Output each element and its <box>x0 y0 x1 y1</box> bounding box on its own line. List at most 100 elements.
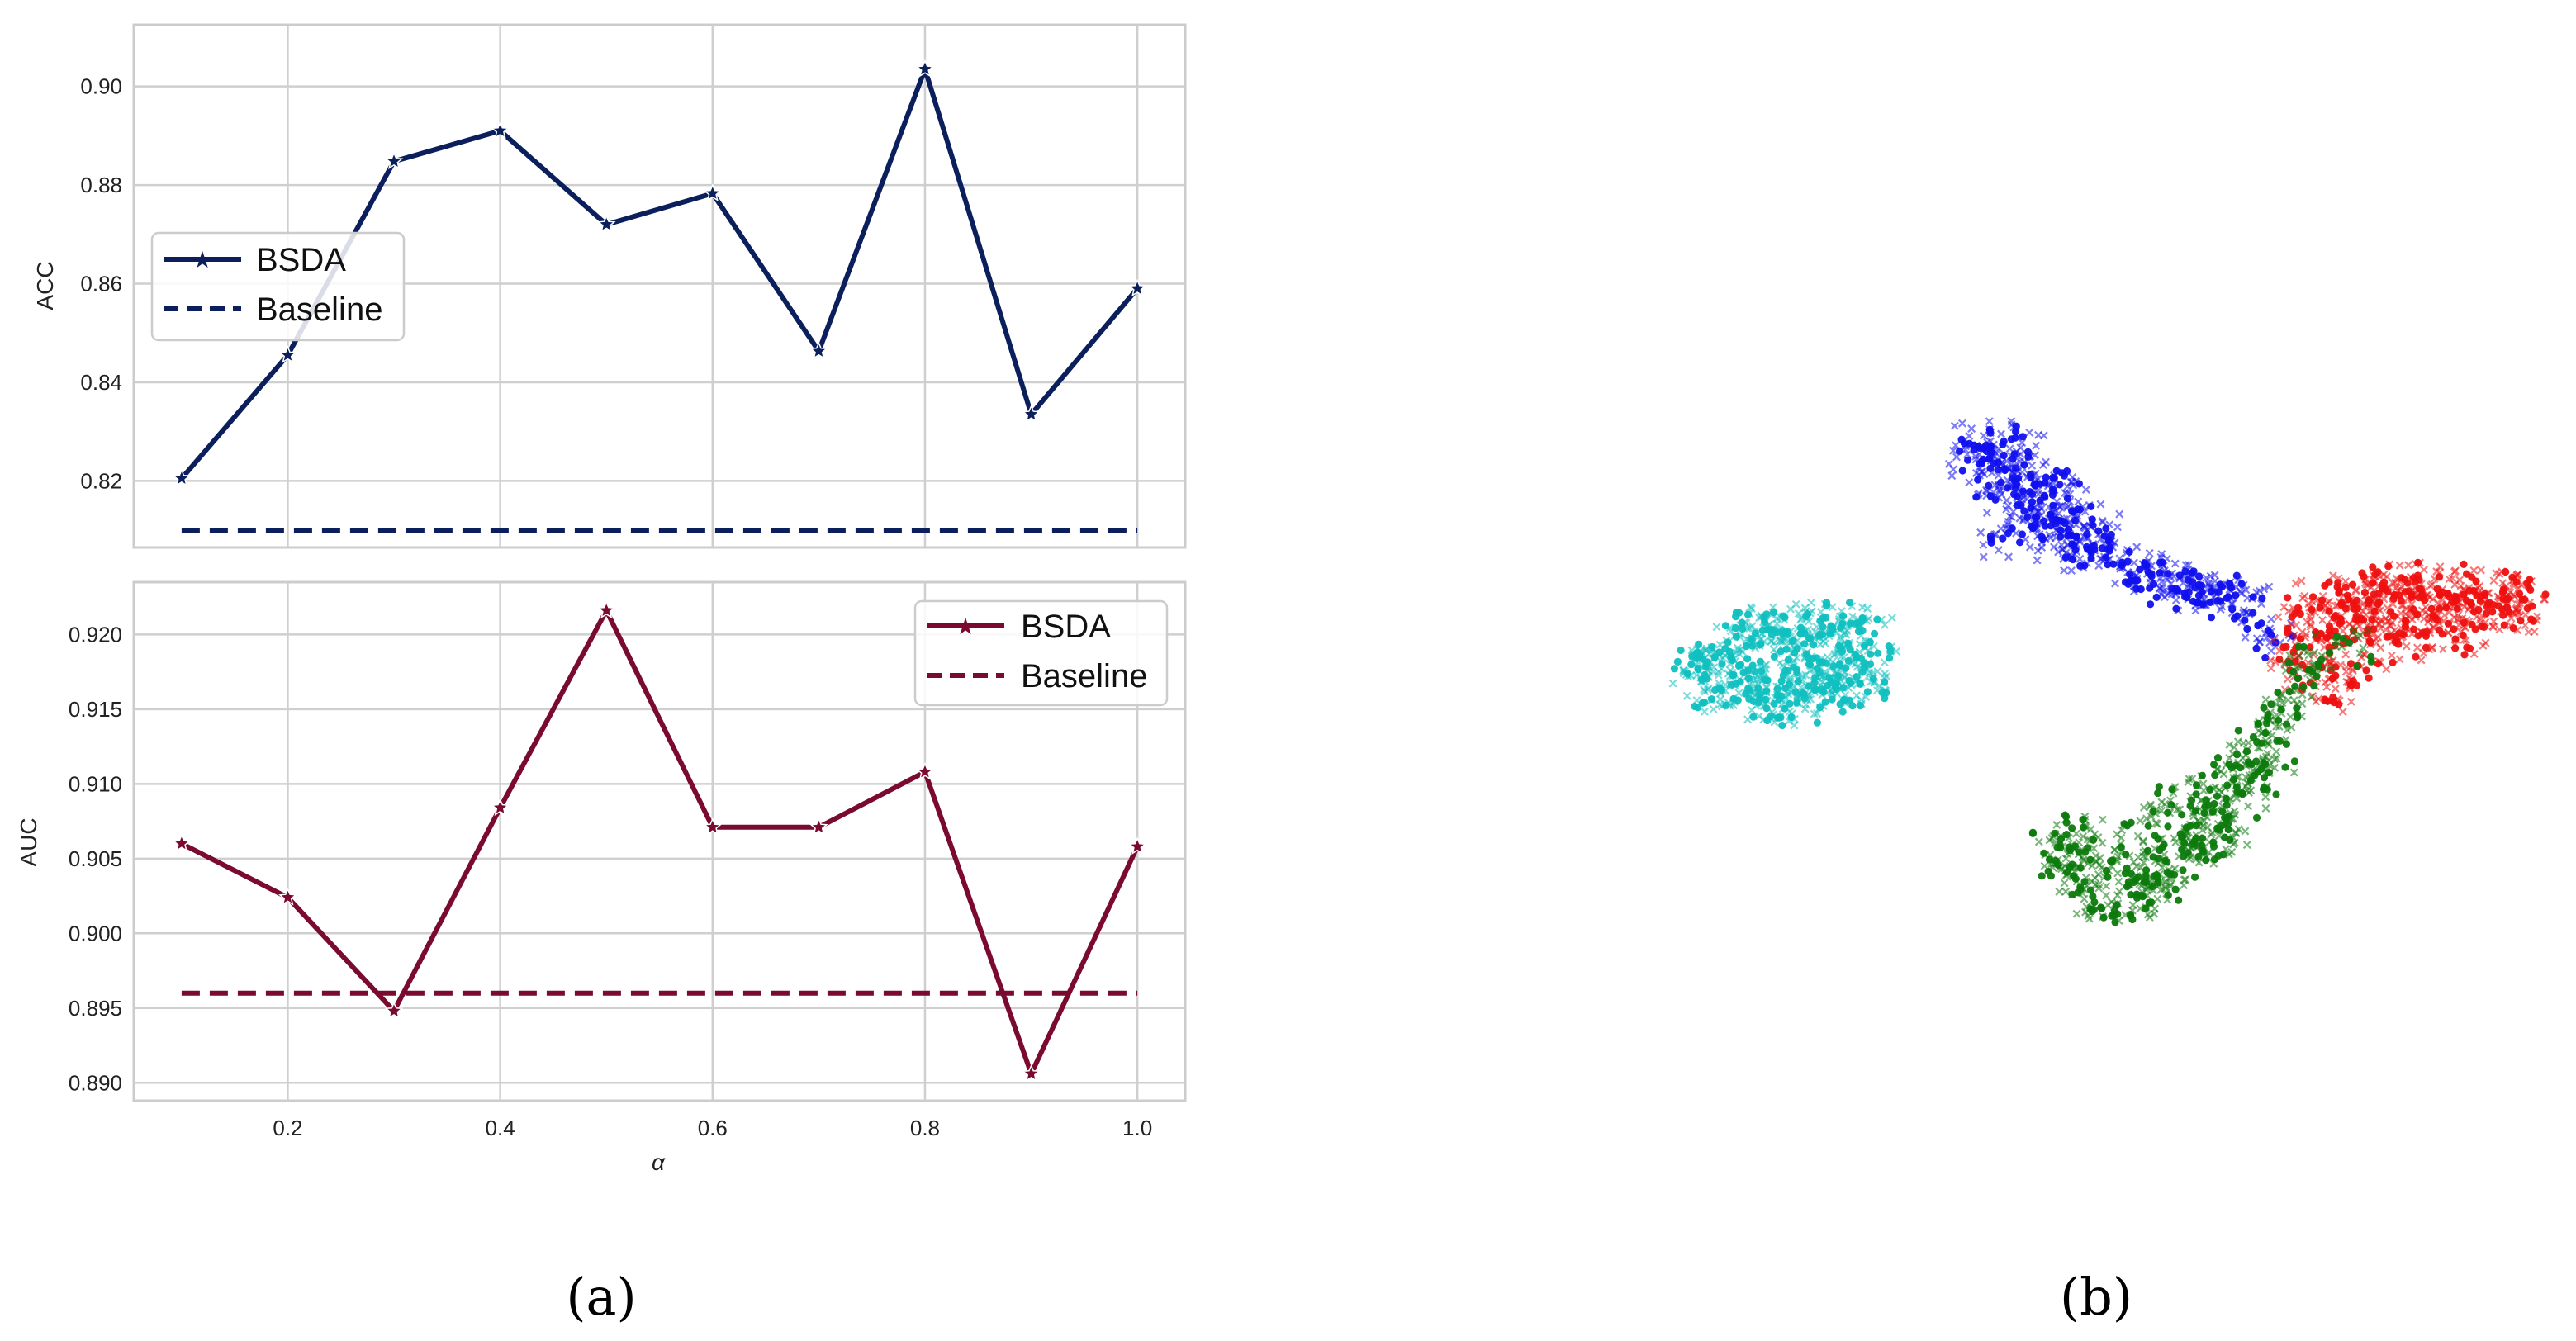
scatter-point-c0-0-1 <box>1965 432 1974 440</box>
scatter-point-c1-47-0 <box>2467 600 2476 609</box>
scatter-point-c1-5-9 <box>2435 573 2444 581</box>
scatter-point-c0-29-0 <box>1978 457 1986 466</box>
auc-y-tick-label-2: 0.900 <box>69 921 122 945</box>
scatter-point-c0-21-10 <box>2007 417 2016 426</box>
scatter-point-c2-46-3 <box>2051 829 2059 837</box>
scatter-point-c2-25-11 <box>2272 699 2281 708</box>
scatter-point-c0-43-7 <box>2265 638 2275 647</box>
scatter-point-c0-22-1 <box>2032 441 2041 450</box>
scatter-point-c0-40-0 <box>2228 605 2237 614</box>
scatter-point-c1-3-2 <box>2385 560 2394 569</box>
scatter-point-c1-43-3 <box>2499 611 2507 619</box>
scatter-point-c3-18-11 <box>1864 614 1873 623</box>
scatter-point-c0-45-3 <box>2024 453 2033 462</box>
scatter-point-c2-2-1 <box>2199 779 2208 789</box>
scatter-point-c2-30-11 <box>2244 802 2252 811</box>
scatter-point-c0-44-2 <box>2004 520 2013 529</box>
scatter-point-c1-47-2 <box>2469 604 2479 614</box>
auc-bsda-point-7 <box>915 761 935 780</box>
scatter-point-c1-7-1 <box>2489 576 2498 585</box>
scatter-point-c2-25-1 <box>2277 709 2286 718</box>
scatter-point-c1-10-2 <box>2318 616 2327 624</box>
scatter-point-c0-13-5 <box>2116 564 2125 573</box>
auc-y-tick-label-1: 0.895 <box>69 996 122 1021</box>
auc-x-ticks: 0.2 0.4 0.6 0.8 1.0 <box>273 1116 1152 1140</box>
scatter-point-c3-40-12 <box>1763 676 1772 685</box>
scatter-point-c2-26-1 <box>2292 686 2301 695</box>
scatter-point-c0-27-11 <box>2098 516 2107 525</box>
scatter-point-c0-44-13 <box>1994 546 2003 555</box>
scatter-point-c0-34-5 <box>2060 566 2068 575</box>
scatter-point-c3-9-7 <box>1790 714 1799 723</box>
scatter-point-c1-33-12 <box>2374 660 2382 668</box>
scatter-point-c2-44-13 <box>2146 802 2155 811</box>
scatter-point-c3-26-7 <box>1801 681 1810 690</box>
scatter-point-c1-49-3 <box>2321 581 2329 590</box>
scatter-point-c0-34-8 <box>2063 542 2072 551</box>
scatter-point-c2-26-6 <box>2310 681 2318 690</box>
scatter-point-c1-46-11 <box>2417 628 2426 637</box>
scatter-point-c2-28-10 <box>2308 661 2317 670</box>
scatter-point-c1-18-4 <box>2488 622 2498 631</box>
scatter-point-c1-21-10 <box>2337 611 2346 620</box>
scatter-point-c0-49-11 <box>2106 537 2115 546</box>
scatter-point-c2-26-0 <box>2299 683 2308 691</box>
scatter-point-c0-47-4 <box>2033 519 2042 528</box>
scatter-point-c1-45-0 <box>2349 580 2357 589</box>
scatter-point-c3-47-10 <box>1824 632 1834 641</box>
scatter-point-c0-48-3 <box>2068 532 2076 540</box>
auc-bsda-point-5 <box>703 817 723 836</box>
scatter-point-c2-49-10 <box>2337 642 2346 652</box>
scatter-point-c2-30-2 <box>2261 803 2270 813</box>
acc-bsda-point-9 <box>1127 278 1147 297</box>
scatter-point-c3-33-13 <box>1784 689 1793 699</box>
scatter-point-c2-23-3 <box>2260 704 2268 712</box>
scatter-point-c2-38-9 <box>2129 878 2138 887</box>
scatter-point-c0-20-1 <box>1950 421 1959 430</box>
scatter-point-c0-34-1 <box>2067 566 2076 575</box>
scatter-point-c3-48-13 <box>1853 662 1862 671</box>
scatter-point-c1-39-3 <box>2357 616 2365 624</box>
scatter-point-c0-39-8 <box>2188 573 2197 582</box>
scatter-point-c0-3-3 <box>1986 464 1995 473</box>
scatter-point-c2-49-2 <box>2359 643 2368 652</box>
scatter-point-c0-22-9 <box>2011 434 2019 442</box>
scatter-point-c2-40-10 <box>2080 856 2089 865</box>
scatter-point-c2-35-5 <box>2194 858 2204 867</box>
scatter-point-c3-14-4 <box>1848 602 1857 611</box>
scatter-point-c3-44-8 <box>1808 676 1817 685</box>
scatter-point-c0-46-13 <box>2033 475 2042 484</box>
scatter-point-c2-35-8 <box>2178 841 2186 850</box>
scatter-point-c2-22-13 <box>2242 751 2251 760</box>
scatter-point-c1-38-1 <box>2346 675 2355 685</box>
scatter-point-c3-40-6 <box>1784 656 1792 664</box>
scatter-point-c3-28-7 <box>1823 652 1832 661</box>
scatter-point-c2-0-3 <box>2213 754 2223 762</box>
scatter-point-c2-35-13 <box>2186 852 2195 861</box>
scatter-point-c3-38-3 <box>1698 675 1706 684</box>
scatter-point-c1-40-5 <box>2381 614 2390 623</box>
scatter-point-c2-21-11 <box>2233 737 2242 746</box>
scatter-point-c2-49-13 <box>2356 631 2365 640</box>
x-tick-label-0: 0.2 <box>273 1116 302 1140</box>
scatter-point-c2-14-4 <box>2094 880 2103 889</box>
scatter-point-c1-37-8 <box>2331 685 2340 694</box>
scatter-point-c2-48-5 <box>2272 747 2281 756</box>
scatter-point-c0-41-5 <box>2260 585 2269 594</box>
scatter-point-c1-39-1 <box>2345 619 2354 628</box>
acc-bsda-point-4 <box>596 214 616 233</box>
scatter-point-c2-23-1 <box>2265 741 2274 750</box>
scatter-point-c2-39-3 <box>2102 866 2111 875</box>
scatter-point-c2-47-13 <box>2080 812 2090 821</box>
scatter-point-c3-39-10 <box>1735 675 1744 684</box>
scatter-point-c0-39-7 <box>2204 580 2213 590</box>
scatter-point-c3-29-9 <box>1835 661 1844 670</box>
scatter-point-c3-40-13 <box>1760 669 1769 678</box>
scatter-point-c2-48-11 <box>2272 754 2281 763</box>
scatter-point-c1-28-4 <box>2306 615 2315 624</box>
acc-legend-bsda-star: ★ <box>192 246 212 273</box>
acc-bsda-point-1 <box>278 345 297 363</box>
acc-bsda-point-5 <box>703 183 723 201</box>
scatter-point-c3-45-5 <box>1746 603 1755 612</box>
scatter-point-c0-30-9 <box>1991 495 2000 504</box>
